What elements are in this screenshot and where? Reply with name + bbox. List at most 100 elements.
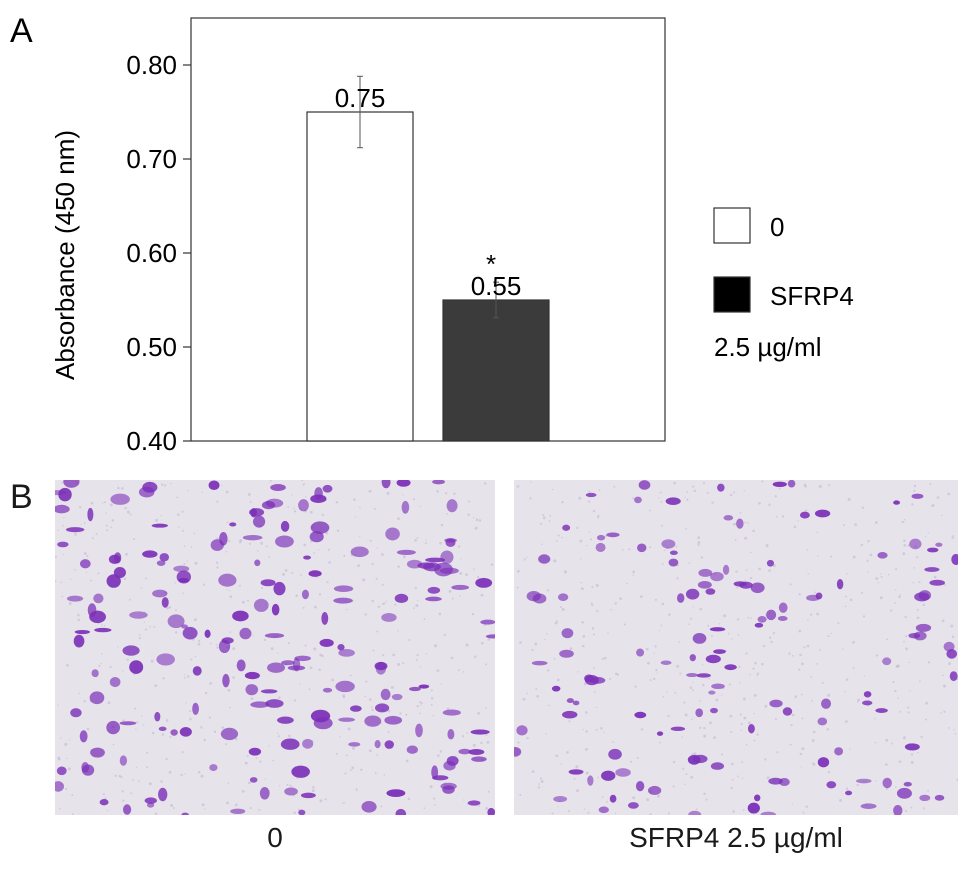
control-speckle xyxy=(336,529,340,532)
control-speckle xyxy=(369,539,372,542)
sfrp4-cell xyxy=(660,660,672,665)
control-speckle xyxy=(368,698,372,701)
control-speckle xyxy=(247,492,251,496)
control-cell xyxy=(265,699,284,708)
sfrp4-cell xyxy=(903,781,912,787)
control-speckle xyxy=(55,580,57,582)
control-speckle xyxy=(453,492,456,495)
control-speckle xyxy=(272,759,274,762)
control-cell xyxy=(87,507,94,522)
control-speckle xyxy=(125,552,128,556)
sfrp4-speckle xyxy=(556,678,560,682)
sfrp4-speckle xyxy=(661,602,665,606)
control-speckle xyxy=(362,578,366,582)
control-cell xyxy=(401,500,410,514)
sfrp4-cell xyxy=(766,609,777,621)
control-speckle xyxy=(250,697,254,700)
sfrp4-speckle xyxy=(576,526,579,530)
sfrp4-speckle xyxy=(803,483,807,487)
sfrp4-speckle xyxy=(676,664,680,668)
sfrp4-speckle xyxy=(769,636,772,639)
sfrp4-speckle xyxy=(764,704,768,708)
sfrp4-speckle xyxy=(913,566,916,569)
control-cell xyxy=(204,629,211,638)
sfrp4-cell xyxy=(596,534,606,541)
sfrp4-speckle xyxy=(695,808,698,810)
control-cell xyxy=(458,748,471,755)
sfrp4-speckle xyxy=(756,733,759,736)
y-axis: 0.40 0.50 0.60 0.70 0.80 xyxy=(126,50,191,456)
sfrp4-speckle xyxy=(775,515,778,518)
sfrp4-speckle xyxy=(879,596,883,600)
sfrp4-speckle xyxy=(927,790,929,792)
control-cell xyxy=(319,638,334,647)
sfrp4-speckle xyxy=(535,687,538,690)
caption-sfrp4: SFRP4 2.5 µg/ml xyxy=(629,822,843,853)
control-speckle xyxy=(135,766,138,769)
sfrp4-speckle xyxy=(614,672,618,676)
control-speckle xyxy=(57,529,59,532)
control-speckle xyxy=(268,745,270,747)
control-cell xyxy=(74,629,90,635)
sfrp4-speckle xyxy=(591,627,595,630)
sfrp4-speckle xyxy=(699,607,703,611)
sfrp4-speckle xyxy=(649,509,651,512)
caption-control: 0 xyxy=(267,822,283,853)
control-speckle xyxy=(252,635,254,637)
sfrp4-cell xyxy=(562,524,571,531)
control-cell xyxy=(265,498,284,508)
sfrp4-speckle xyxy=(603,731,605,733)
sfrp4-speckle xyxy=(661,563,664,565)
control-speckle xyxy=(154,812,158,815)
sfrp4-cell xyxy=(516,725,528,736)
control-cell xyxy=(159,553,170,562)
sfrp4-speckle xyxy=(683,701,686,704)
control-speckle xyxy=(260,586,264,589)
sfrp4-speckle xyxy=(568,810,570,813)
control-speckle xyxy=(415,604,419,608)
control-speckle xyxy=(402,494,404,496)
sfrp4-speckle xyxy=(812,730,816,734)
sfrp4-speckle xyxy=(814,591,816,594)
sfrp4-cell xyxy=(559,649,574,658)
sfrp4-speckle xyxy=(852,666,855,669)
sfrp4-speckle xyxy=(744,536,748,540)
sfrp4-speckle xyxy=(753,693,757,697)
sfrp4-speckle xyxy=(519,794,522,797)
control-speckle xyxy=(304,644,307,647)
sfrp4-speckle xyxy=(588,531,591,533)
control-speckle xyxy=(345,754,348,757)
sfrp4-speckle xyxy=(778,487,781,490)
sfrp4-speckle xyxy=(561,501,564,504)
sfrp4-cell xyxy=(665,497,681,505)
sfrp4-speckle xyxy=(732,523,736,526)
control-cell xyxy=(480,619,495,625)
control-speckle xyxy=(203,808,206,810)
control-speckle xyxy=(174,631,178,634)
sfrp4-speckle xyxy=(816,531,818,534)
sfrp4-speckle xyxy=(899,710,902,713)
control-speckle xyxy=(450,656,454,660)
control-speckle xyxy=(183,545,186,548)
sfrp4-speckle xyxy=(924,718,927,721)
control-speckle xyxy=(59,808,61,810)
sfrp4-speckle xyxy=(607,632,609,634)
sfrp4-speckle xyxy=(663,549,666,552)
sfrp4-speckle xyxy=(604,534,607,538)
sfrp4-speckle xyxy=(913,484,917,488)
sfrp4-cell xyxy=(772,481,787,488)
control-cell xyxy=(167,614,185,629)
sfrp4-speckle xyxy=(684,713,688,717)
sfrp4-cell xyxy=(713,649,726,654)
sfrp4-speckle xyxy=(731,778,734,781)
sfrp4-speckle xyxy=(742,808,745,811)
control-speckle xyxy=(342,695,346,699)
sfrp4-speckle xyxy=(698,544,700,547)
sfrp4-speckle xyxy=(907,711,910,714)
sfrp4-speckle xyxy=(743,716,747,720)
sfrp4-speckle xyxy=(681,736,683,738)
sfrp4-speckle xyxy=(740,722,743,725)
control-cell xyxy=(309,531,324,543)
sfrp4-speckle xyxy=(798,668,801,671)
sfrp4-speckle xyxy=(585,747,588,751)
